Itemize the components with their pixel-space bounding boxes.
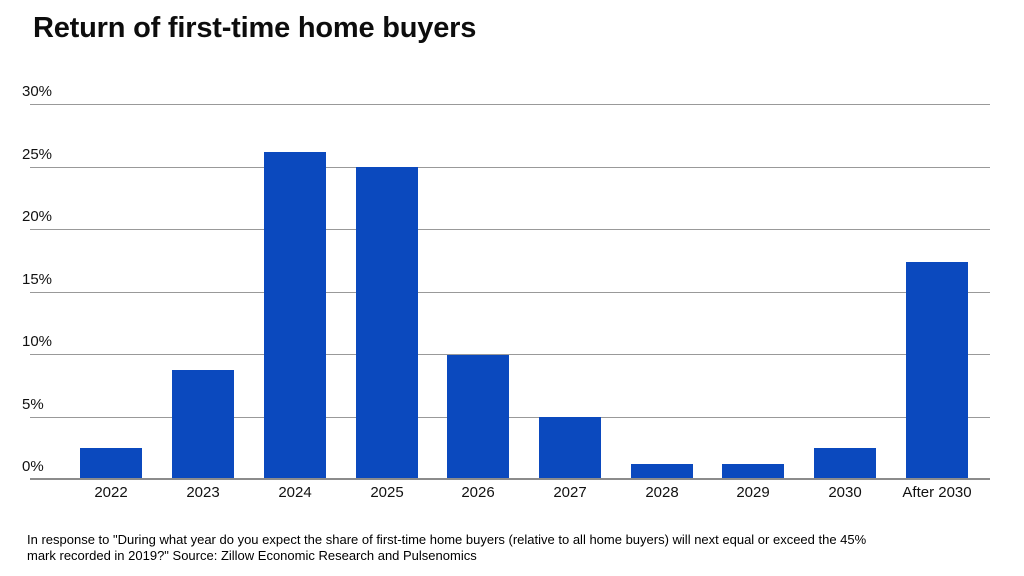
- gridline-20: [30, 229, 990, 230]
- y-axis-label-0: 0%: [22, 458, 44, 475]
- bar-2030: [814, 447, 876, 480]
- x-axis-label-2027: 2027: [553, 484, 587, 501]
- x-axis-label-2026: 2026: [461, 484, 495, 501]
- gridline-30: [30, 104, 990, 105]
- bar-2028: [631, 464, 693, 479]
- bar-2029: [722, 464, 784, 479]
- bar-2022: [80, 447, 142, 480]
- chart-footnote: In response to "During what year do you …: [27, 532, 866, 563]
- gridline-10: [30, 354, 990, 355]
- x-axis-label-2023: 2023: [186, 484, 220, 501]
- x-axis-label-2025: 2025: [370, 484, 404, 501]
- gridline-25: [30, 167, 990, 168]
- x-axis-label-2029: 2029: [736, 484, 770, 501]
- y-axis-label-15: 15%: [22, 271, 53, 288]
- x-axis-label-2022: 2022: [94, 484, 128, 501]
- y-axis-label-25: 25%: [22, 146, 53, 163]
- x-axis-line: [30, 478, 990, 480]
- y-axis-label-30: 30%: [22, 83, 53, 100]
- y-axis-label-10: 10%: [22, 333, 53, 350]
- y-axis-label-5: 5%: [22, 396, 44, 413]
- x-axis-label-2028: 2028: [645, 484, 679, 501]
- bar-2026: [447, 355, 509, 480]
- gridline-5: [30, 417, 990, 418]
- bar-2024: [264, 151, 326, 479]
- bar-2025: [356, 166, 418, 479]
- y-axis-label-20: 20%: [22, 208, 53, 225]
- bar-2023: [172, 370, 234, 479]
- x-axis-label-after-2030: After 2030: [902, 484, 972, 501]
- bar-after-2030: [906, 261, 968, 479]
- x-axis-label-2024: 2024: [278, 484, 312, 501]
- gridline-15: [30, 292, 990, 293]
- bar-2027: [539, 416, 601, 479]
- chart-title: Return of first-time home buyers: [33, 12, 477, 44]
- footnote-line-2: mark recorded in 2019?" Source: Zillow E…: [27, 547, 477, 563]
- footnote-line-1: In response to "During what year do you …: [27, 532, 867, 547]
- x-axis-label-2030: 2030: [828, 484, 862, 501]
